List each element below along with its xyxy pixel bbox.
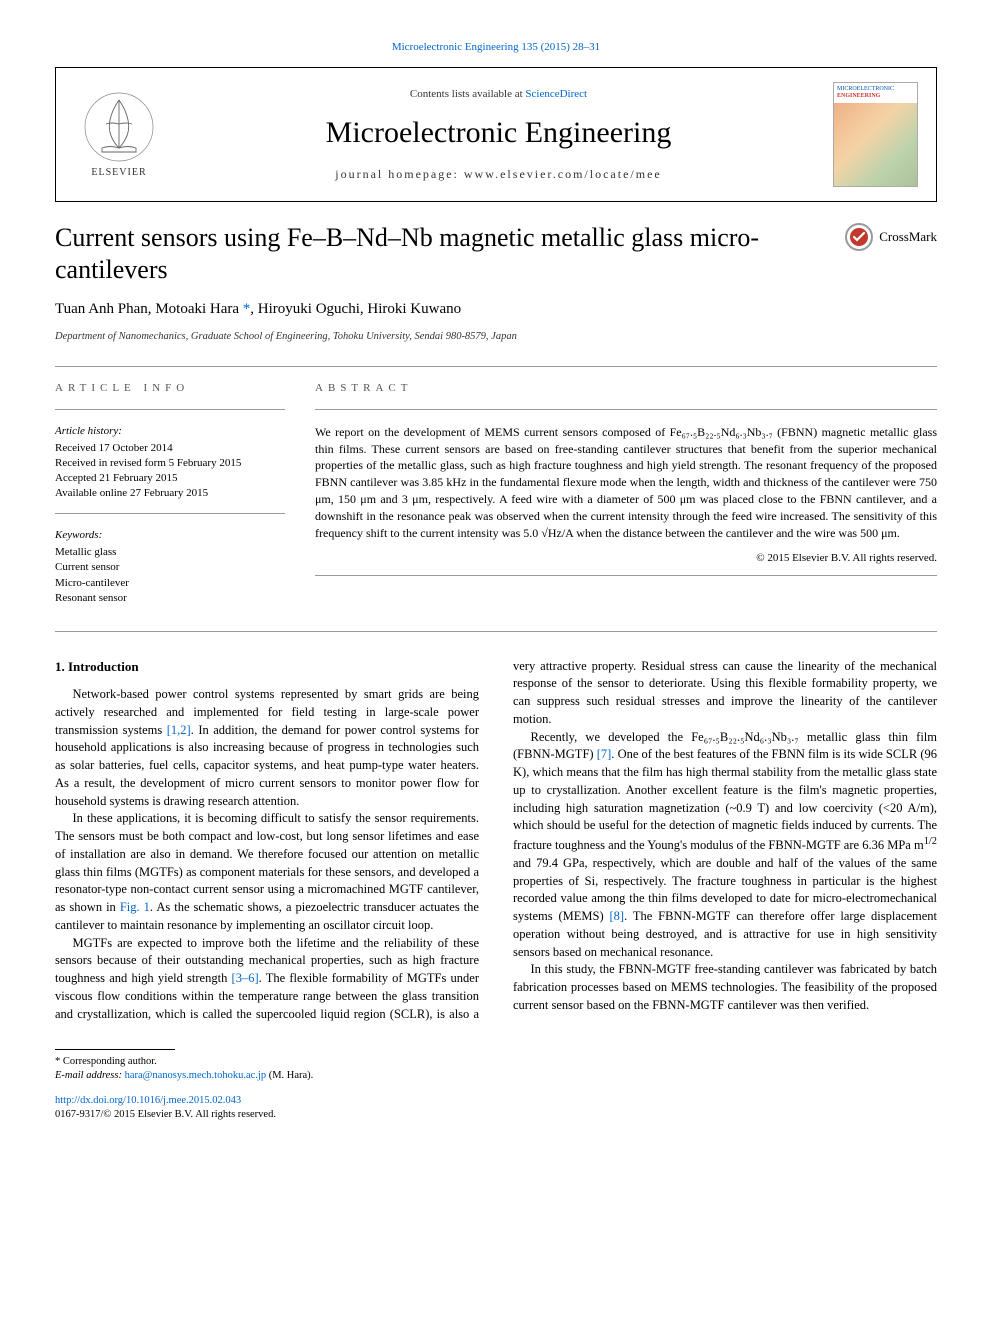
divider bbox=[55, 366, 937, 367]
journal-cover-thumbnail: MICROELECTRONIC ENGINEERING bbox=[833, 82, 918, 187]
crossmark-badge[interactable]: CrossMark bbox=[844, 222, 937, 252]
journal-header: ELSEVIER Contents lists available at Sci… bbox=[55, 67, 937, 202]
crossmark-icon bbox=[844, 222, 874, 252]
corresponding-author-mark[interactable]: * bbox=[239, 301, 250, 317]
abstract-column: ABSTRACT We report on the development of… bbox=[315, 381, 937, 606]
publisher-label: ELSEVIER bbox=[91, 166, 146, 180]
corresponding-author-note: * Corresponding author. bbox=[55, 1055, 937, 1069]
article-info-column: ARTICLE INFO Article history: Received 1… bbox=[55, 381, 285, 606]
article-info-heading: ARTICLE INFO bbox=[55, 381, 285, 396]
body-paragraph: In this study, the FBNN-MGTF free-standi… bbox=[513, 961, 937, 1014]
body-paragraph: Recently, we developed the Fe₆₇.₅B₂₂.₅Nd… bbox=[513, 729, 937, 962]
section-heading-intro: 1. Introduction bbox=[55, 658, 479, 676]
elsevier-logo: ELSEVIER bbox=[74, 85, 164, 185]
abstract-heading: ABSTRACT bbox=[315, 381, 937, 396]
history-dates: Received 17 October 2014 Received in rev… bbox=[55, 441, 285, 500]
affiliation: Department of Nanomechanics, Graduate Sc… bbox=[55, 330, 937, 345]
body-paragraph: Network-based power control systems repr… bbox=[55, 686, 479, 810]
email-link[interactable]: hara@nanosys.mech.tohoku.ac.jp bbox=[125, 1070, 266, 1081]
citation-link[interactable]: [8] bbox=[609, 909, 624, 923]
journal-homepage-url[interactable]: www.elsevier.com/locate/mee bbox=[464, 167, 662, 181]
figure-link[interactable]: Fig. 1 bbox=[120, 900, 150, 914]
journal-homepage: journal homepage: www.elsevier.com/locat… bbox=[182, 166, 815, 183]
elsevier-tree-icon bbox=[82, 90, 156, 164]
crossmark-label: CrossMark bbox=[879, 228, 937, 246]
issn-copyright: 0167-9317/© 2015 Elsevier B.V. All right… bbox=[55, 1108, 937, 1122]
citation-link[interactable]: [1,2] bbox=[167, 723, 191, 737]
email-line: E-mail address: hara@nanosys.mech.tohoku… bbox=[55, 1069, 937, 1083]
abstract-copyright: © 2015 Elsevier B.V. All rights reserved… bbox=[315, 551, 937, 566]
journal-name: Microelectronic Engineering bbox=[182, 112, 815, 154]
body-two-column: 1. Introduction Network-based power cont… bbox=[55, 658, 937, 1024]
top-citation-link[interactable]: Microelectronic Engineering 135 (2015) 2… bbox=[55, 40, 937, 55]
footer: * Corresponding author. E-mail address: … bbox=[55, 1049, 937, 1122]
abstract-text: We report on the development of MEMS cur… bbox=[315, 424, 937, 542]
keywords-label: Keywords: bbox=[55, 528, 285, 543]
citation-link[interactable]: [7] bbox=[597, 747, 612, 761]
citation-link[interactable]: [3–6] bbox=[232, 971, 259, 985]
authors: Tuan Anh Phan, Motoaki Hara *, Hiroyuki … bbox=[55, 299, 937, 320]
doi-link[interactable]: http://dx.doi.org/10.1016/j.mee.2015.02.… bbox=[55, 1095, 241, 1106]
contents-line: Contents lists available at ScienceDirec… bbox=[182, 87, 815, 102]
article-title: Current sensors using Fe–B–Nd–Nb magneti… bbox=[55, 222, 795, 284]
keywords-list: Metallic glass Current sensor Micro-cant… bbox=[55, 545, 285, 607]
sciencedirect-link[interactable]: ScienceDirect bbox=[525, 88, 587, 100]
body-paragraph: In these applications, it is becoming di… bbox=[55, 810, 479, 934]
history-label: Article history: bbox=[55, 424, 285, 439]
